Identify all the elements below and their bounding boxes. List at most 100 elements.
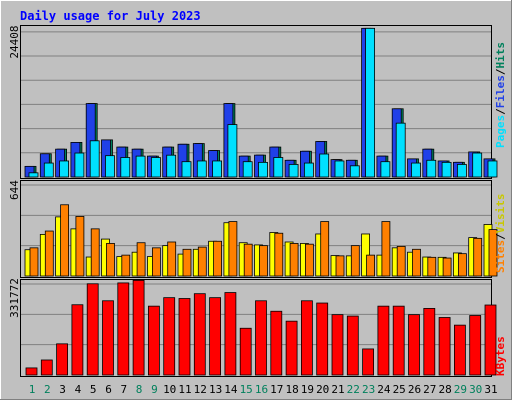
x-tick-label: 1	[29, 383, 36, 396]
x-tick-label: 2	[44, 383, 51, 396]
bar-kbytes	[438, 317, 451, 376]
bar-sites	[335, 255, 345, 277]
x-tick-label: 26	[408, 383, 421, 396]
bar-pages	[426, 159, 437, 178]
bar-sites	[90, 228, 100, 277]
bar-kbytes	[331, 314, 344, 376]
bar-sites	[167, 241, 177, 277]
bar-pages	[472, 152, 483, 178]
bar-kbytes	[40, 359, 53, 376]
legend-pages: Pages	[494, 115, 507, 148]
bar-sites	[304, 243, 314, 277]
bar-sites	[228, 221, 238, 277]
bar-sites	[259, 245, 268, 277]
bar-sites	[29, 247, 39, 277]
bar-kbytes	[346, 315, 359, 376]
bar-sites	[381, 221, 391, 277]
x-tick-label: 3	[59, 383, 66, 396]
bar-kbytes	[285, 320, 298, 376]
bar-sites	[151, 247, 161, 277]
bar-kbytes	[423, 308, 436, 376]
x-tick-label: 13	[209, 383, 222, 396]
bar-kbytes	[56, 343, 68, 376]
legend-visits: Visits	[494, 194, 507, 234]
bar-sites	[106, 243, 115, 277]
x-tick-label: 17	[270, 383, 283, 396]
bar-sites	[60, 204, 69, 277]
bar-sites	[121, 254, 131, 277]
bar-pages	[135, 155, 146, 178]
x-tick-label: 15	[240, 383, 253, 396]
bar-sites	[473, 237, 483, 277]
bar-pages	[242, 161, 253, 178]
bar-pages	[487, 160, 498, 178]
bar-kbytes	[453, 324, 466, 376]
x-tick-label: 28	[438, 383, 451, 396]
x-tick-label: 7	[120, 383, 127, 396]
bar-kbytes	[117, 282, 130, 376]
x-tick-label: 14	[224, 383, 238, 396]
bar-pages	[334, 160, 345, 178]
bar-pages	[28, 172, 39, 178]
bar-pages	[441, 161, 452, 178]
legend-sites: Sites	[494, 240, 507, 273]
x-tick-label: 18	[285, 383, 298, 396]
x-tick-label: 30	[469, 383, 482, 396]
bar-sites	[197, 246, 207, 277]
bar-pages	[150, 157, 161, 178]
bar-pages	[303, 162, 314, 178]
ymax-label-hits: 24408	[8, 25, 21, 58]
x-tick-label: 10	[163, 383, 176, 396]
x-tick-label: 29	[454, 383, 467, 396]
bar-kbytes	[392, 305, 405, 376]
bar-sites	[320, 221, 330, 277]
bar-pages	[380, 161, 391, 178]
bar-pages	[349, 165, 360, 178]
bar-sites	[442, 257, 452, 277]
ymax-label-visits: 644	[8, 180, 21, 200]
bar-kbytes	[362, 348, 375, 376]
bar-pages	[319, 153, 330, 178]
bar-sites	[274, 232, 284, 277]
bar-pages	[227, 124, 238, 178]
x-tick-label: 6	[105, 383, 112, 396]
bar-kbytes	[408, 314, 420, 376]
x-tick-label: 5	[90, 383, 97, 396]
x-tick-label: 24	[377, 383, 391, 396]
bar-pages	[411, 162, 421, 178]
bar-kbytes	[86, 283, 99, 376]
bar-sites	[213, 240, 223, 277]
bar-pages	[89, 140, 100, 178]
bar-sites	[75, 216, 85, 277]
legend-pages-files-hits: Pages/Files/Hits	[494, 42, 507, 148]
bar-pages	[365, 27, 376, 178]
bar-kbytes	[209, 297, 222, 376]
x-tick-label: 16	[255, 383, 268, 396]
bar-sites	[457, 253, 467, 277]
bar-pages	[43, 162, 54, 178]
bar-kbytes	[25, 367, 38, 376]
bar-kbytes	[132, 279, 145, 376]
bar-kbytes	[71, 304, 84, 376]
legend-kbytes: KBytes	[494, 336, 507, 376]
chart-title: Daily usage for July 2023	[20, 9, 201, 23]
bar-kbytes	[300, 300, 313, 376]
bar-kbytes	[193, 293, 206, 376]
bar-pages	[74, 152, 85, 178]
bar-kbytes	[316, 302, 329, 376]
bar-sites	[44, 230, 54, 277]
x-tick-label: 4	[75, 383, 82, 396]
legend-hits: Hits	[494, 42, 507, 69]
x-tick-label: 22	[347, 383, 360, 396]
bar-pages	[196, 160, 207, 178]
bar-sites	[488, 229, 498, 277]
bar-sites	[243, 243, 253, 277]
bar-pages	[456, 164, 467, 178]
bar-kbytes	[484, 304, 497, 376]
legend-sites-visits: Sites/Visits	[494, 194, 507, 274]
x-tick-label: 31	[484, 383, 497, 396]
bar-pages	[258, 161, 268, 178]
x-tick-label: 25	[393, 383, 406, 396]
bar-sites	[136, 242, 146, 277]
